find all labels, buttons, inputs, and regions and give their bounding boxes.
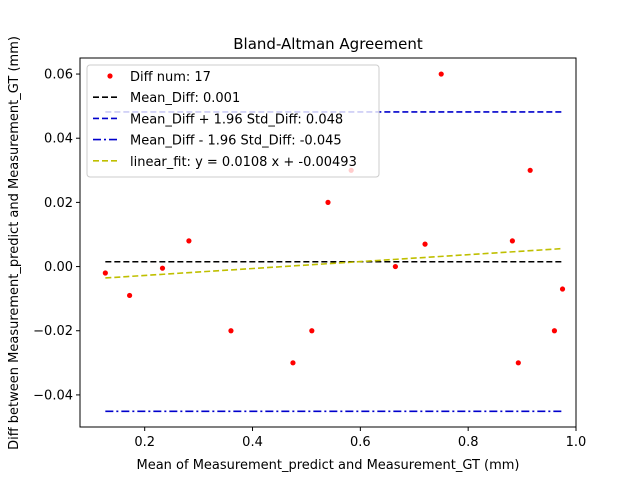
legend-box bbox=[86, 64, 380, 178]
legend-entry-label: Mean_Diff - 1.96 Std_Diff: -0.045 bbox=[130, 134, 342, 149]
scatter-point bbox=[102, 270, 108, 276]
scatter-point bbox=[527, 167, 533, 173]
scatter-point bbox=[422, 241, 428, 247]
legend-entry-label: Diff num: 17 bbox=[130, 70, 211, 85]
scatter-point bbox=[438, 71, 444, 77]
y-tick-label: −0.04 bbox=[33, 388, 73, 403]
x-tick-label: 0.4 bbox=[242, 435, 263, 450]
scatter-point bbox=[559, 286, 566, 292]
legend: Diff num: 17 Mean_Diff: 0.001 Mean_Diff + … bbox=[86, 64, 380, 178]
legend-entry-label: Mean_Diff: 0.001 bbox=[130, 91, 240, 106]
x-tick-label: 1.0 bbox=[566, 435, 587, 450]
scatter-point bbox=[392, 263, 398, 270]
x-axis: 0.2 0.4 0.6 0.8 1.0 bbox=[134, 427, 586, 450]
y-tick-label: −0.02 bbox=[33, 324, 73, 339]
linear-fit-line bbox=[105, 247, 563, 279]
scatter-point bbox=[290, 360, 296, 366]
x-axis-label: Mean of Measurement_predict and Measurem… bbox=[136, 458, 519, 473]
y-tick-label: 0.02 bbox=[44, 196, 73, 211]
scatter-point bbox=[515, 360, 521, 366]
scatter-point bbox=[309, 328, 315, 334]
y-tick-label: 0.00 bbox=[44, 260, 73, 275]
x-tick-label: 0.6 bbox=[350, 435, 371, 450]
scatter-point bbox=[228, 328, 234, 334]
chart-title: Bland-Altman Agreement bbox=[233, 35, 423, 53]
scatter-point bbox=[159, 265, 166, 271]
legend-entry-label: linear_fit: y = 0.0108 x + -0.00493 bbox=[130, 155, 357, 170]
legend-entry-label: Mean_Diff + 1.96 Std_Diff: 0.048 bbox=[130, 112, 343, 127]
y-axis-label: Diff between Measurement_predict and Mea… bbox=[7, 36, 22, 450]
y-tick-label: 0.06 bbox=[44, 68, 73, 83]
scatter-point bbox=[509, 238, 515, 244]
legend-marker bbox=[107, 73, 113, 79]
plot-area-frame bbox=[79, 57, 577, 428]
scatter-point bbox=[127, 292, 133, 299]
scatter-point bbox=[325, 199, 331, 205]
scatter-point bbox=[551, 328, 558, 334]
x-tick-label: 0.2 bbox=[134, 435, 155, 450]
x-tick-label: 0.8 bbox=[458, 435, 479, 450]
scatter-point bbox=[186, 238, 192, 244]
y-axis: −0.04 −0.02 0.00 0.02 0.04 0.06 bbox=[33, 68, 80, 403]
y-tick-label: 0.04 bbox=[44, 132, 73, 147]
